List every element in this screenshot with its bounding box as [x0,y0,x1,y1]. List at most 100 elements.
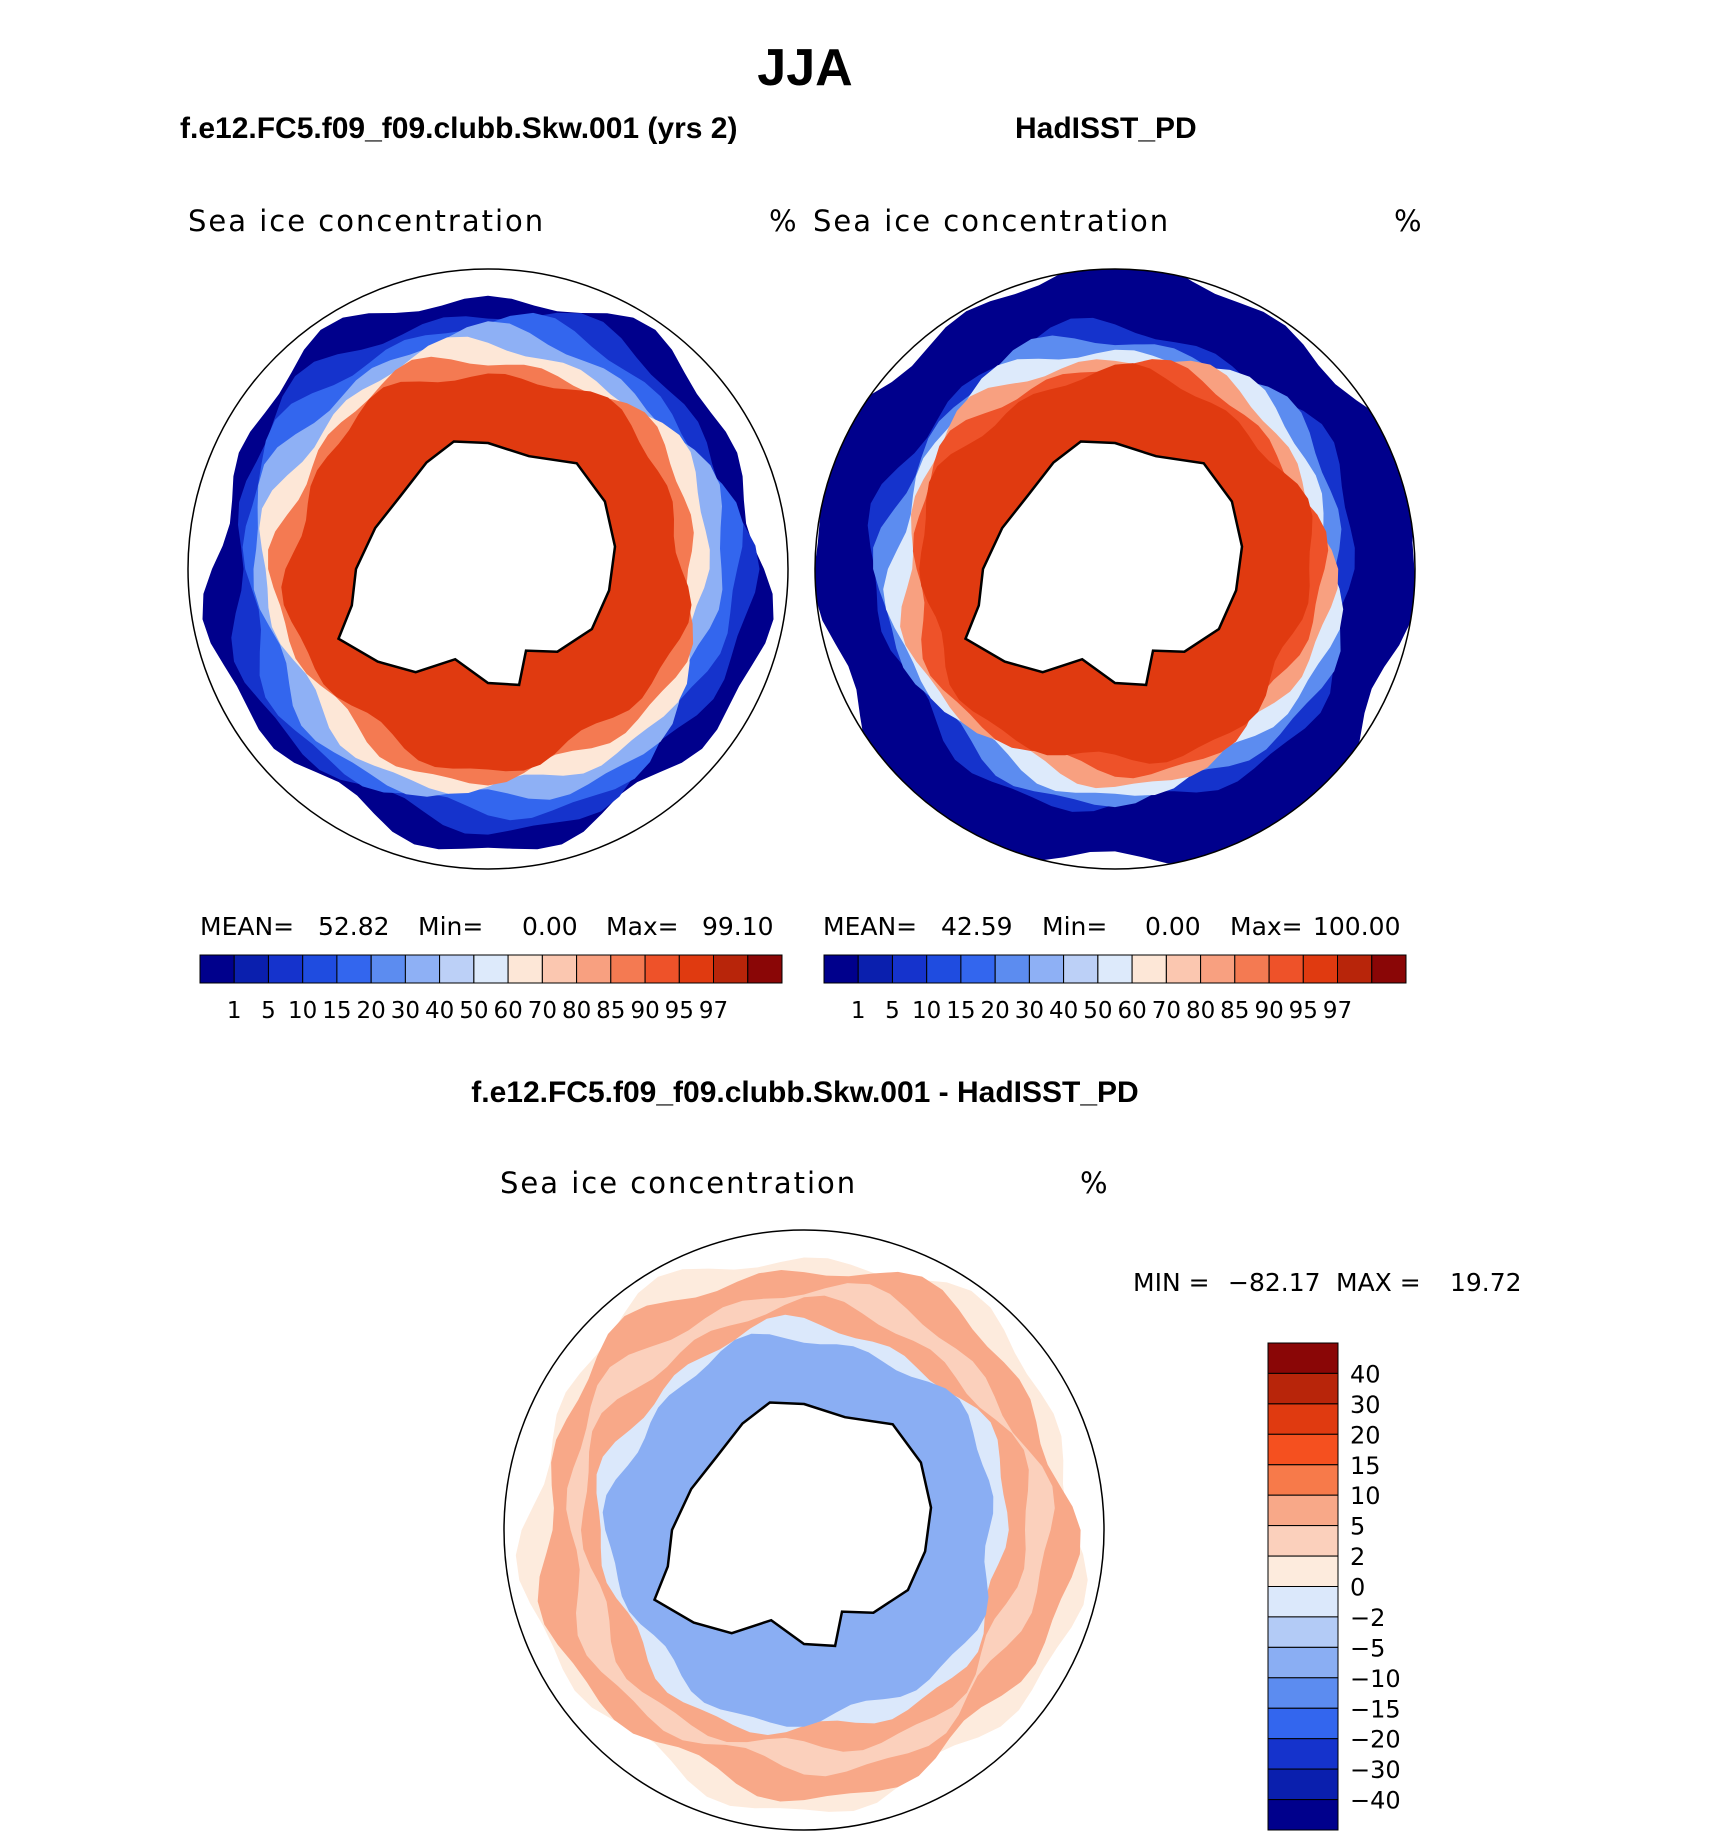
colorbar-tick-label: 40 [1350,1360,1381,1388]
colorbar-tick-label: 60 [493,998,522,1024]
colorbar-tick-label: −5 [1350,1634,1385,1662]
colorbar-swatch [199,954,235,984]
colorbar-swatch [678,954,714,984]
colorbar-swatch [370,954,406,984]
colorbar-tick-label: 97 [699,998,728,1024]
colorbar-swatch [892,954,928,984]
colorbar-swatch [857,954,893,984]
colorbar-tick-label: −20 [1350,1726,1401,1754]
panel-model-units: % [769,204,797,238]
colorbar-swatch [747,954,783,984]
panel-model-max-label: Max= [606,912,679,941]
colorbar-swatch [1371,954,1407,984]
panel-model: f.e12.FC5.f09_f09.clubb.Skw.001 (yrs 2) … [180,112,797,1024]
colorbar-swatch [1268,954,1304,984]
colorbar-swatch [1267,1433,1339,1466]
panel-obs-variable: Sea ice concentration [813,204,1170,238]
panel-obs-units: % [1394,204,1422,238]
panel-diff-title: f.e12.FC5.f09_f09.clubb.Skw.001 - HadISS… [471,1076,1138,1109]
colorbar-swatch [1267,1646,1339,1679]
colorbar-tick-label: 90 [630,998,659,1024]
antarctica-outline [963,440,1244,687]
map-field [815,269,1415,869]
colorbar-tick-label: −2 [1350,1604,1385,1632]
colorbar-swatch [1267,1586,1339,1618]
panel-diff: f.e12.FC5.f09_f09.clubb.Skw.001 - HadISS… [471,1076,1522,1831]
colorbar-tick-label: 5 [885,998,900,1024]
panel-obs-mean-label: MEAN= [823,912,917,941]
panel-obs-min-label: Min= [1042,912,1107,941]
colorbar-tick-label: 40 [425,998,454,1024]
antarctica-outline [652,1401,933,1648]
colorbar-swatch [302,954,338,984]
colorbar-tick-label: 90 [1254,998,1283,1024]
panel-obs-max-label: Max= [1230,912,1303,941]
colorbar-tick-label: 70 [528,998,557,1024]
colorbar-tick-label: 85 [1220,998,1249,1024]
colorbar-swatch [994,954,1030,984]
colorbar-swatch [1267,1738,1339,1770]
colorbar-tick-label: 10 [1350,1482,1381,1510]
map-boundary [814,268,1416,870]
panel-diff-min-value: −82.17 [1228,1268,1321,1297]
panel-diff-max-label: MAX = [1336,1268,1421,1297]
colorbar-tick-label: 80 [1186,998,1215,1024]
colorbar-tick-label: 10 [288,998,317,1024]
colorbar-tick-label: 95 [665,998,694,1024]
colorbar-swatch [926,954,962,984]
colorbar-tick-label: 20 [357,998,386,1024]
colorbar-swatch [1267,1616,1339,1648]
colorbar-swatch [1267,1494,1339,1527]
polar-map-obs [814,268,1416,870]
colorbar-swatch [713,954,749,984]
colorbar-swatch [1302,954,1339,984]
colorbar-tick-label: 5 [261,998,276,1024]
colorbar-swatch [404,954,441,984]
colorbar-swatch [1267,1342,1339,1374]
panel-diff-variable: Sea ice concentration [500,1166,857,1200]
colorbar-swatch [1267,1677,1339,1709]
colorbar-tick-label: 10 [912,998,941,1024]
colorbar-tick-label: 85 [596,998,625,1024]
colorbar-tick-label: 2 [1350,1543,1365,1571]
colorbar-obs: 1 5 10 15 20 30 40 50 60 70 80 85 90 95 97 [823,954,1407,1024]
colorbar-tick-label: 0 [1350,1574,1365,1602]
colorbar-swatch [1234,954,1270,984]
colorbar-swatch [473,954,509,984]
colorbar-tick-label: 5 [1350,1513,1365,1541]
colorbar-swatch [1200,954,1236,984]
colorbar-swatch [1337,954,1373,984]
panel-model-mean-label: MEAN= [200,912,294,941]
colorbar-swatch [1267,1525,1339,1557]
colorbar-swatch [1028,954,1065,984]
colorbar-tick-label: 50 [459,998,488,1024]
colorbar-swatch [1063,954,1099,984]
colorbar-model: 1 5 10 15 20 30 40 50 60 70 80 85 90 95 97 [199,954,783,1024]
colorbar-swatch [439,954,475,984]
panel-obs-max-value: 100.00 [1313,912,1400,941]
colorbar-tick-label: 15 [1350,1452,1381,1480]
colorbar-tick-label: 30 [1015,998,1044,1024]
colorbar-tick-label: 30 [391,998,420,1024]
colorbar-swatch [1267,1403,1339,1435]
colorbar-tick-label: 50 [1083,998,1112,1024]
colorbar-swatch [1267,1707,1339,1740]
colorbar-tick-label: 20 [981,998,1010,1024]
map-boundary [503,1229,1105,1831]
colorbar-swatch [1267,1372,1339,1405]
polar-map-diff [503,1229,1105,1831]
colorbar-tick-label: 15 [322,998,351,1024]
colorbar-tick-label: 15 [946,998,975,1024]
panel-obs: HadISST_PD Sea ice concentration % MEAN=… [813,112,1422,1024]
panel-diff-min-label: MIN = [1133,1268,1210,1297]
colorbar-swatch [1267,1799,1339,1831]
colorbar-swatch [233,954,269,984]
panel-diff-max-value: 19.72 [1450,1268,1522,1297]
panel-model-title: f.e12.FC5.f09_f09.clubb.Skw.001 (yrs 2) [180,112,737,145]
colorbar-swatch [823,954,859,984]
colorbar-tick-label: 60 [1117,998,1146,1024]
colorbar-swatch [541,954,578,984]
panel-obs-mean-value: 42.59 [941,912,1013,941]
